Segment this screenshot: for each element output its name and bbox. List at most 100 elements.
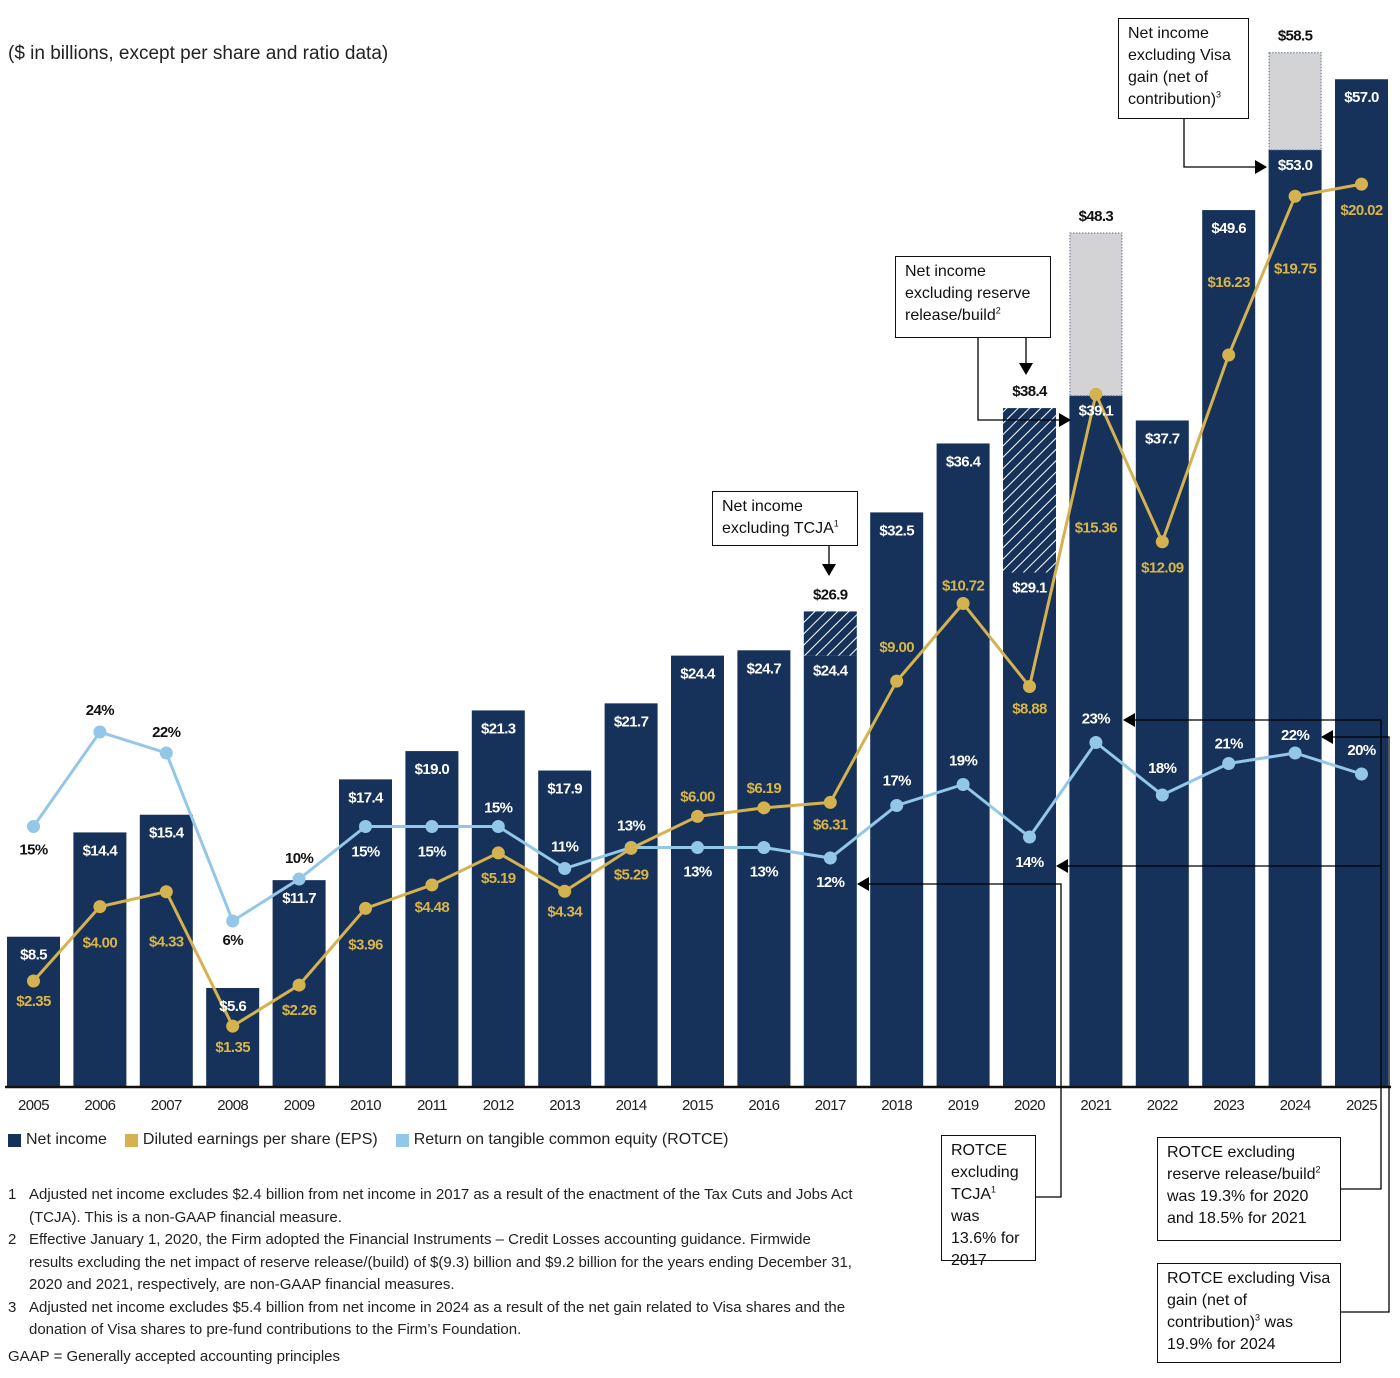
x-tick-label-2010: 2010 <box>350 1097 381 1114</box>
bar-net-income-2013 <box>538 770 592 1087</box>
bar-value-label-2007: $15.4 <box>149 825 185 842</box>
bar-net-income-2023 <box>1202 210 1256 1087</box>
rotce-label-2021: 23% <box>1082 711 1110 728</box>
x-tick-label-2011: 2011 <box>417 1097 447 1114</box>
bar-adjusted-hatched-2017 <box>803 611 857 656</box>
bar-adjusted-gray-2024 <box>1268 52 1322 151</box>
rotce-label-2020: 14% <box>1015 854 1043 871</box>
bar-value-label-2018: $32.5 <box>879 522 914 539</box>
eps-point-2016 <box>757 801 771 815</box>
footnote-2: 2 Effective January 1, 2020, the Firm ado… <box>8 1231 852 1293</box>
bar-value-label-2013: $17.9 <box>547 781 582 798</box>
eps-point-2019 <box>956 597 970 611</box>
rotce-label-2009: 10% <box>285 850 313 867</box>
bar-value-label-2008: $5.6 <box>219 998 246 1015</box>
legend-item-eps: Diluted earnings per share (EPS) <box>124 1131 378 1149</box>
x-tick-label-2005: 2005 <box>18 1097 49 1114</box>
bar-net-income-2017 <box>803 655 857 1087</box>
bar-net-income-2007 <box>139 814 193 1087</box>
rotce-point-2019 <box>956 778 970 791</box>
x-tick-label-2008: 2008 <box>217 1097 248 1114</box>
eps-point-2006 <box>93 900 107 914</box>
rotce-point-2007 <box>159 746 173 760</box>
rotce-label-2015: 13% <box>683 864 711 881</box>
bar-value-label-2025: $57.0 <box>1344 89 1379 106</box>
bar-adjusted-gray-2021 <box>1069 232 1123 397</box>
connector-rotce-visa <box>1321 730 1390 1313</box>
x-tick-label-2021: 2021 <box>1080 1097 1111 1114</box>
x-tick-label-2017: 2017 <box>815 1097 846 1114</box>
eps-point-2021 <box>1089 387 1103 401</box>
rotce-label-2008: 6% <box>222 932 243 949</box>
eps-point-2014 <box>624 841 638 855</box>
rotce-label-2023: 21% <box>1215 736 1243 753</box>
footnote-3: 3 Adjusted net income excludes $5.4 billi… <box>8 1298 846 1339</box>
eps-label-2016: $6.19 <box>747 780 782 797</box>
net-income-bars <box>7 52 1388 1088</box>
eps-point-2008 <box>226 1019 240 1033</box>
rotce-label-2022: 18% <box>1148 760 1176 777</box>
bar-total-label-2021: $48.3 <box>1079 208 1114 225</box>
rotce-point-2017 <box>823 851 837 865</box>
legend-swatch <box>395 1133 409 1147</box>
rotce-label-2019: 19% <box>949 753 977 770</box>
legend: Net income Diluted earnings per share (E… <box>8 1131 729 1149</box>
footnote-1: 1 Adjusted net income excludes $2.4 billi… <box>8 1186 853 1226</box>
eps-point-2017 <box>823 795 837 809</box>
bar-net-income-2015 <box>671 655 724 1087</box>
bar-value-label-2019: $36.4 <box>946 453 982 470</box>
rotce-label-2011: 15% <box>418 844 446 861</box>
eps-label-2010: $3.96 <box>348 936 383 953</box>
bar-net-income-2008 <box>206 987 260 1087</box>
eps-point-2013 <box>558 884 572 898</box>
rotce-label-2006: 24% <box>86 702 114 719</box>
annotation-connectors <box>822 118 1390 1313</box>
eps-point-2012 <box>491 846 505 860</box>
eps-label-2024: $19.75 <box>1274 260 1317 277</box>
eps-label-2011: $4.48 <box>415 899 450 916</box>
eps-label-2025: $20.02 <box>1340 202 1383 219</box>
eps-label-2005: $2.35 <box>16 993 51 1010</box>
x-tick-label-2009: 2009 <box>284 1097 315 1114</box>
rotce-label-2018: 17% <box>883 773 911 790</box>
eps-point-2018 <box>890 674 904 688</box>
x-tick-label-2020: 2020 <box>1014 1097 1045 1114</box>
bar-value-label-2006: $14.4 <box>83 842 119 859</box>
annotation-rotce-reserve: ROTCE excluding reserve release/build2 w… <box>1157 1137 1341 1241</box>
x-tick-label-2015: 2015 <box>682 1097 713 1114</box>
eps-label-2021: $15.36 <box>1075 519 1118 536</box>
rotce-point-2013 <box>558 862 572 875</box>
x-tick-label-2024: 2024 <box>1280 1097 1311 1114</box>
eps-point-2009 <box>292 978 306 992</box>
rotce-point-2008 <box>226 914 240 928</box>
x-tick-label-2012: 2012 <box>483 1097 514 1114</box>
x-tick-label-2006: 2006 <box>84 1097 115 1114</box>
legend-swatch <box>8 1133 21 1147</box>
bar-net-income-2024 <box>1268 149 1322 1087</box>
x-tick-label-2016: 2016 <box>748 1097 779 1114</box>
rotce-point-2011 <box>425 820 439 833</box>
eps-label-2020: $8.88 <box>1012 701 1047 718</box>
bar-total-label-2020: $38.4 <box>1012 383 1048 400</box>
legend-item-rotce: Return on tangible common equity (ROTCE) <box>395 1131 729 1149</box>
eps-label-2014: $5.29 <box>614 866 649 883</box>
rotce-point-2012 <box>491 820 505 833</box>
bar-net-income-2020 <box>1003 572 1056 1087</box>
data-labels: $8.5 $14.4 $15.4 $5.6 $11.7 $17.4 $19.0 $21.3 $1… <box>16 28 1383 1056</box>
eps-label-2008: $1.35 <box>215 1039 250 1056</box>
eps-label-2023: $16.23 <box>1208 274 1251 291</box>
annotation-ni-tcja: Net income excluding TCJA1 <box>712 491 858 546</box>
bar-value-label-2016: $24.7 <box>747 660 782 677</box>
bar-net-income-2006 <box>73 832 127 1087</box>
rotce-label-2014: 13% <box>617 818 645 835</box>
eps-label-2009: $2.26 <box>282 1002 317 1019</box>
eps-point-2011 <box>425 878 439 892</box>
annotation-rotce-tcja: ROTCE excluding TCJA1 was 13.6% for 2017 <box>941 1135 1036 1269</box>
rotce-point-2022 <box>1155 788 1169 802</box>
eps-label-2015: $6.00 <box>680 788 715 805</box>
bar-value-label-2012: $21.3 <box>481 720 516 737</box>
bar-value-label-2010: $17.4 <box>348 789 384 806</box>
x-tick-label-2018: 2018 <box>881 1097 912 1114</box>
rotce-series <box>27 725 1368 928</box>
